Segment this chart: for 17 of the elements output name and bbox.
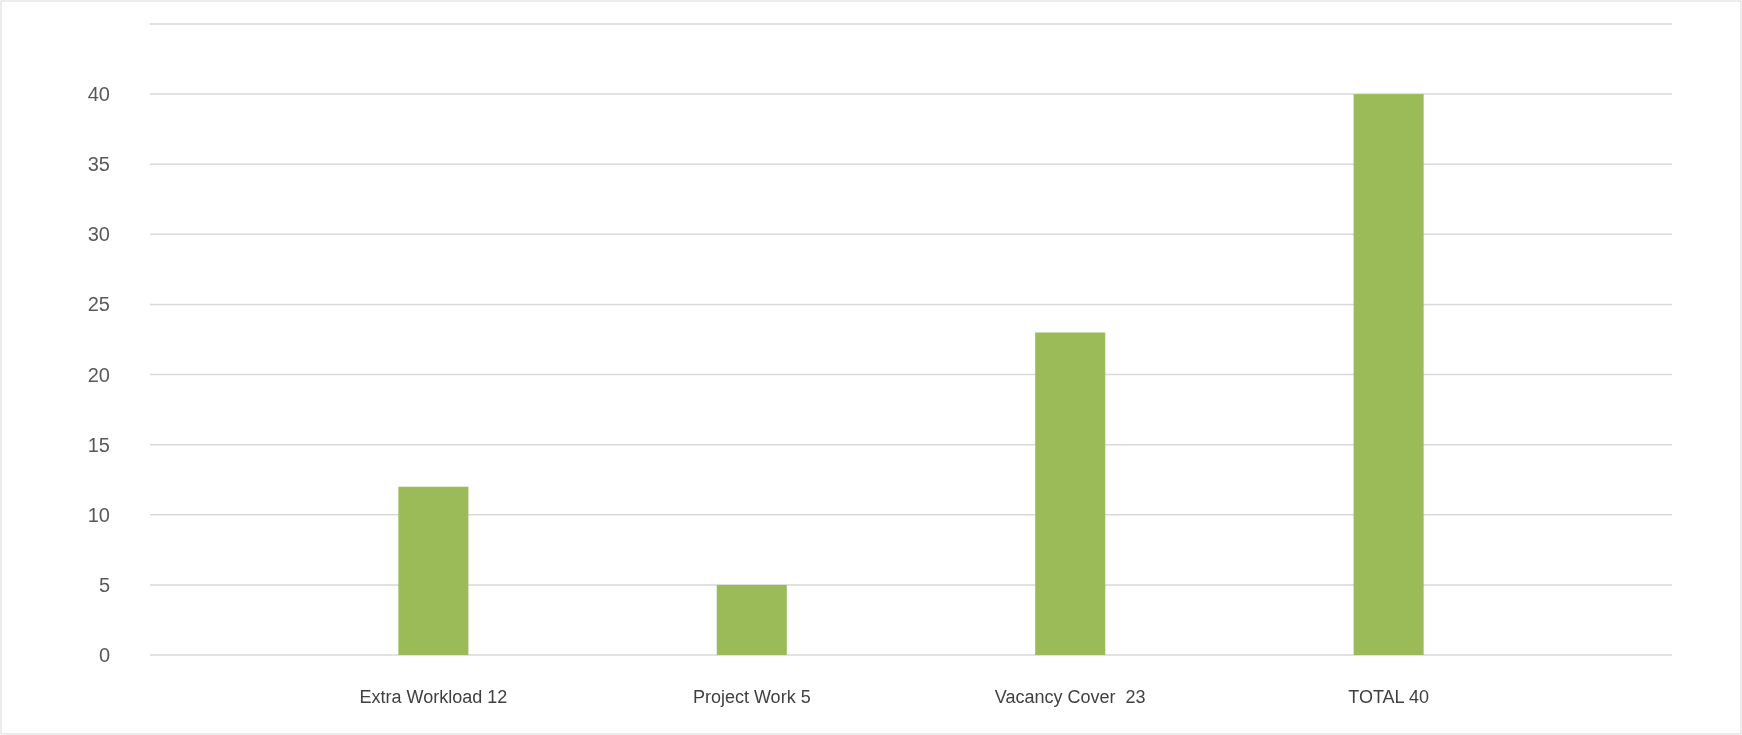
y-tick-label: 20 [87, 363, 110, 386]
bar [716, 584, 787, 655]
bar [1035, 332, 1106, 655]
bar [398, 486, 469, 655]
y-tick-label: 25 [87, 293, 110, 316]
y-tick-label: 40 [87, 83, 110, 106]
y-tick-label: 15 [87, 433, 110, 456]
bar [1353, 94, 1424, 655]
x-tick-label: Extra Workload 12 [359, 687, 508, 707]
x-tick-label: TOTAL 40 [1348, 687, 1429, 707]
y-tick-label: 10 [87, 503, 110, 526]
y-tick-label: 35 [87, 153, 110, 176]
x-tick-label: Project Work 5 [692, 687, 811, 707]
y-tick-label: 30 [87, 223, 110, 246]
y-tick-label: 5 [98, 573, 110, 596]
y-tick-label: 0 [98, 644, 110, 666]
x-tick-label: Vacancy Cover 23 [994, 687, 1146, 707]
